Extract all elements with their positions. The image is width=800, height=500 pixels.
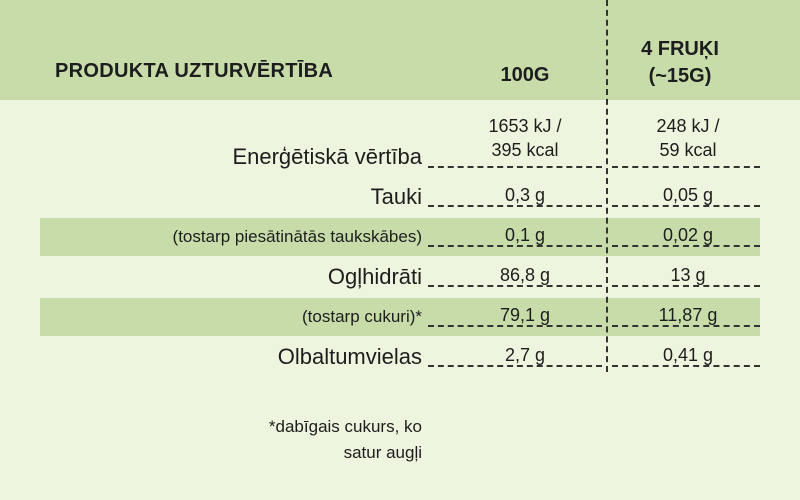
value-4-fruki: 13 g — [670, 265, 706, 285]
dotted-leader — [428, 166, 602, 168]
column-header-100g: 100G — [500, 64, 550, 86]
value-4-fruki: 0,05 g — [662, 185, 714, 205]
dotted-leader — [612, 245, 760, 247]
value-100g: 0,3 g — [504, 185, 546, 205]
row-highlight-sugars — [40, 298, 760, 336]
row-label: (tostarp cukuri)* — [302, 307, 422, 326]
value-4-fruki: 0,02 g — [662, 225, 714, 245]
value-100g: 86,8 g — [499, 265, 551, 285]
value-100g: 1653 kJ / 395 kcal — [450, 114, 600, 162]
dotted-leader — [428, 245, 602, 247]
dotted-leader — [612, 365, 760, 367]
row-highlight-saturated — [40, 218, 760, 256]
footnote-line1: *dabīgais cukurs, ko — [268, 417, 422, 436]
column-header-4-fruki-line1: 4 FRUĶI — [641, 38, 719, 60]
value-4-fruki: 0,41 g — [662, 345, 714, 365]
value-4-fruki: 248 kJ / 59 kcal — [618, 114, 758, 162]
footnote: *dabīgais cukurs, ko satur augļi — [269, 414, 422, 466]
dotted-leader — [428, 205, 602, 207]
value-100g-line2: 395 kcal — [491, 140, 559, 160]
dotted-leader — [612, 166, 760, 168]
value-4-fruki: 11,87 g — [658, 305, 718, 325]
row-label: (tostarp piesātinātās taukskābes) — [172, 227, 422, 246]
row-label: Tauki — [370, 184, 422, 209]
column-divider — [606, 0, 608, 372]
value-100g: 0,1 g — [504, 225, 546, 245]
row-label: Ogļhidrāti — [327, 264, 422, 289]
dotted-leader — [612, 205, 760, 207]
row-label: Enerģētiskā vērtība — [232, 144, 422, 169]
dotted-leader — [612, 285, 760, 287]
footnote-line2: satur augļi — [343, 443, 422, 462]
value-100g-line1: 1653 kJ / — [488, 116, 562, 136]
value-100g: 2,7 g — [504, 345, 546, 365]
column-header-4-fruki-line2: (~15G) — [648, 65, 712, 87]
value-100g: 79,1 g — [499, 305, 551, 325]
dotted-leader — [428, 285, 602, 287]
column-header-4-fruki: 4 FRUĶI (~15G) — [620, 36, 740, 90]
table-header: PRODUKTA UZTURVĒRTĪBA 100G 4 FRUĶI (~15G… — [0, 0, 800, 100]
value-4-fruki-line1: 248 kJ / — [656, 116, 720, 136]
dotted-leader — [612, 325, 760, 327]
value-4-fruki-line2: 59 kcal — [659, 140, 717, 160]
dotted-leader — [428, 325, 602, 327]
row-label: Olbaltumvielas — [277, 344, 422, 369]
dotted-leader — [428, 365, 602, 367]
table-title: PRODUKTA UZTURVĒRTĪBA — [55, 60, 334, 82]
